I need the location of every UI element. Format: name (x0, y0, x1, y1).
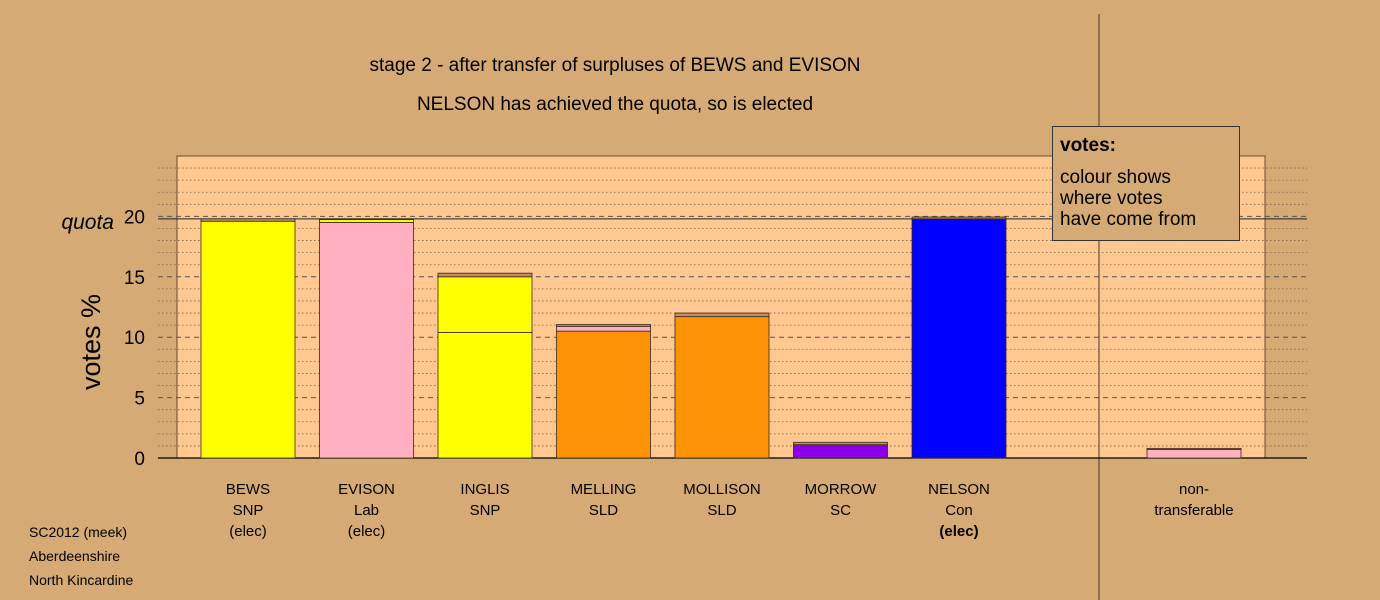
bar-inglis-segment (437, 276, 533, 333)
y-tick-label: 20 (124, 207, 145, 228)
footer-election: SC2012 (meek) (29, 524, 128, 540)
legend-title: votes: (1060, 135, 1116, 156)
candidate-party: SLD (707, 502, 737, 519)
bar-bews-segment (200, 220, 296, 459)
candidate-name: NELSON (928, 481, 990, 498)
y-tick-label: 10 (124, 328, 145, 349)
candidate-name: MELLING (570, 481, 637, 498)
chart-title: stage 2 - after transfer of surpluses of… (369, 55, 861, 76)
y-tick-label: 5 (134, 389, 145, 410)
bar-bews-segment (200, 218, 296, 222)
bar-morrow-segment (793, 441, 888, 446)
bar-melling-segment (556, 325, 651, 332)
non-transferable-label-line: non- (1178, 481, 1210, 498)
candidate-name: INGLIS (460, 481, 510, 498)
candidate-label-nelson: NELSON Con (elec) (899, 479, 1019, 542)
candidate-label-morrow: MORROW SC (781, 479, 901, 521)
bar-melling-segment (556, 324, 651, 327)
candidate-label-melling: MELLING SLD (544, 479, 664, 521)
candidate-status: (elec) (229, 523, 267, 540)
candidate-name: BEWS (225, 481, 271, 498)
bar-evison-segment (319, 218, 414, 221)
bar-melling-segment (556, 330, 651, 459)
candidate-status: (elec) (939, 523, 979, 540)
candidate-name: MORROW (804, 481, 877, 498)
non-transferable-label-line: transferable (1154, 502, 1234, 519)
candidate-party: SNP (232, 502, 264, 519)
candidate-label-evison: EVISON Lab (elec) (307, 479, 427, 542)
candidate-name: EVISON (338, 481, 395, 498)
non-transferable-label: non-transferable (1134, 479, 1254, 521)
candidate-label-bews: BEWS SNP (elec) (188, 479, 308, 542)
candidate-party: SNP (469, 502, 501, 519)
bar-inglis-segment (437, 331, 533, 459)
legend-text: colour shows where votes have come from (1060, 167, 1197, 230)
bar-nelson-segment (911, 218, 1007, 459)
bar-non-transferable-segment (1146, 447, 1242, 450)
candidate-party: Con (945, 502, 973, 519)
legend-box: votes: colour shows where votes have com… (1052, 126, 1240, 241)
candidate-party: Lab (353, 502, 380, 519)
bar-evison-segment (319, 222, 414, 459)
candidate-label-mollison: MOLLISON SLD (662, 479, 782, 521)
y-tick-label: 15 (124, 268, 145, 289)
y-tick-label: 0 (134, 449, 145, 470)
bar-inglis-segment (437, 272, 533, 278)
footer-ward: North Kincardine (29, 572, 134, 588)
candidate-name: MOLLISON (683, 481, 761, 498)
chart-subtitle: NELSON has achieved the quota, so is ele… (416, 94, 814, 115)
bar-mollison-segment (674, 312, 770, 318)
candidate-party: SC (830, 502, 851, 519)
candidate-status: (elec) (347, 523, 386, 540)
bar-mollison-segment (674, 316, 770, 459)
bar-morrow-segment (793, 444, 888, 459)
bar-non-transferable-segment (1146, 449, 1242, 459)
y-axis-title: votes % (76, 294, 106, 390)
candidate-party: SLD (588, 502, 619, 519)
quota-label: quota (61, 211, 114, 234)
footer-council: Aberdeenshire (29, 548, 121, 564)
candidate-label-inglis: INGLIS SNP (425, 479, 545, 521)
bar-nelson-segment (911, 216, 1007, 220)
